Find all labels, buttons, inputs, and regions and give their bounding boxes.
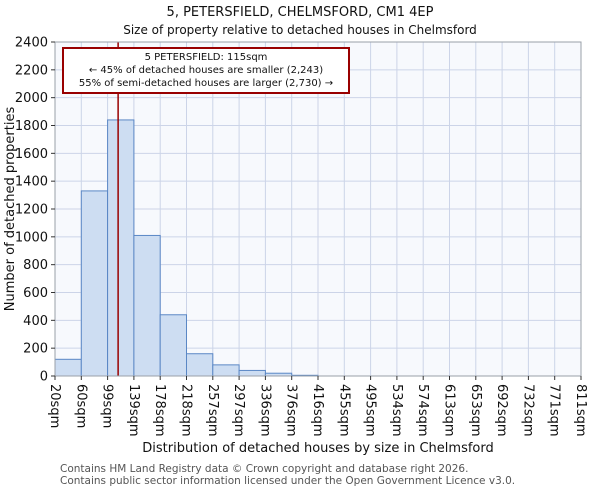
annotation-larger-stat: 55% of semi-detached houses are larger (…	[78, 78, 334, 89]
x-tick-label: 811sqm	[573, 384, 588, 437]
x-tick-label: 613sqm	[442, 384, 457, 437]
x-tick-label: 60sqm	[73, 384, 88, 428]
y-axis-label: Number of detached properties	[3, 107, 18, 312]
histogram-bar	[107, 119, 135, 377]
histogram-bar	[186, 353, 214, 377]
annotation-box: 5 PETERSFIELD: 115sqm ← 45% of detached …	[62, 47, 350, 94]
x-tick-label: 692sqm	[494, 384, 509, 437]
y-tick-label: 1000	[15, 230, 48, 245]
chart-subtitle: Size of property relative to detached ho…	[123, 23, 477, 37]
x-tick-label: 139sqm	[126, 384, 141, 437]
footer-licence-line: Contains public sector information licen…	[60, 475, 516, 487]
footer: Contains HM Land Registry data © Crown c…	[60, 463, 515, 487]
y-tick-label: 2000	[15, 91, 48, 106]
x-tick-label: 218sqm	[179, 384, 194, 437]
y-tick-label: 400	[23, 314, 48, 329]
y-tick-label: 0	[40, 370, 48, 385]
x-tick-label: 534sqm	[389, 384, 404, 437]
x-tick-label: 574sqm	[415, 384, 430, 437]
histogram-bar	[159, 314, 187, 377]
histogram-chart: 0 200 400 600 800 1000 1200 1400 1600 1800 2000 220…	[3, 36, 588, 457]
x-tick-label: 20sqm	[47, 384, 62, 428]
x-tick-label: 732sqm	[520, 384, 535, 437]
histogram-bar	[54, 358, 82, 377]
y-tick-label: 2200	[15, 63, 48, 78]
y-tick-label: 600	[23, 286, 48, 301]
annotation-property-label: 5 PETERSFIELD: 115sqm	[144, 52, 268, 63]
y-tick-label: 1200	[15, 203, 48, 218]
x-tick-label: 771sqm	[547, 384, 562, 437]
x-tick-label: 653sqm	[468, 384, 483, 437]
x-tick-label: 495sqm	[363, 384, 378, 437]
x-tick-label: 416sqm	[310, 384, 325, 437]
y-tick-label: 1400	[15, 175, 48, 190]
y-tick-label: 1600	[15, 147, 48, 162]
y-tick-label: 200	[23, 342, 48, 357]
x-tick-label: 376sqm	[284, 384, 299, 437]
x-tick-label: 178sqm	[152, 384, 167, 437]
histogram-bar	[80, 190, 109, 377]
y-tick-label: 800	[23, 258, 48, 273]
chart-title: 5, PETERSFIELD, CHELMSFORD, CM1 4EP	[166, 5, 434, 20]
x-tick-label: 99sqm	[100, 384, 115, 428]
histogram-bar	[133, 234, 161, 377]
y-tick-label: 2400	[15, 36, 48, 51]
y-tick-label: 1800	[15, 119, 48, 134]
x-axis-label: Distribution of detached houses by size …	[142, 441, 494, 456]
histogram-bar	[212, 364, 240, 377]
x-tick-label: 257sqm	[205, 384, 220, 437]
x-tick-label: 297sqm	[231, 384, 246, 437]
x-tick-label: 455sqm	[336, 384, 351, 437]
x-tick-label: 336sqm	[257, 384, 272, 437]
footer-copyright-line: Contains HM Land Registry data © Crown c…	[60, 463, 469, 475]
histogram-bar	[238, 369, 266, 377]
annotation-smaller-stat: ← 45% of detached houses are smaller (2,…	[88, 65, 324, 76]
